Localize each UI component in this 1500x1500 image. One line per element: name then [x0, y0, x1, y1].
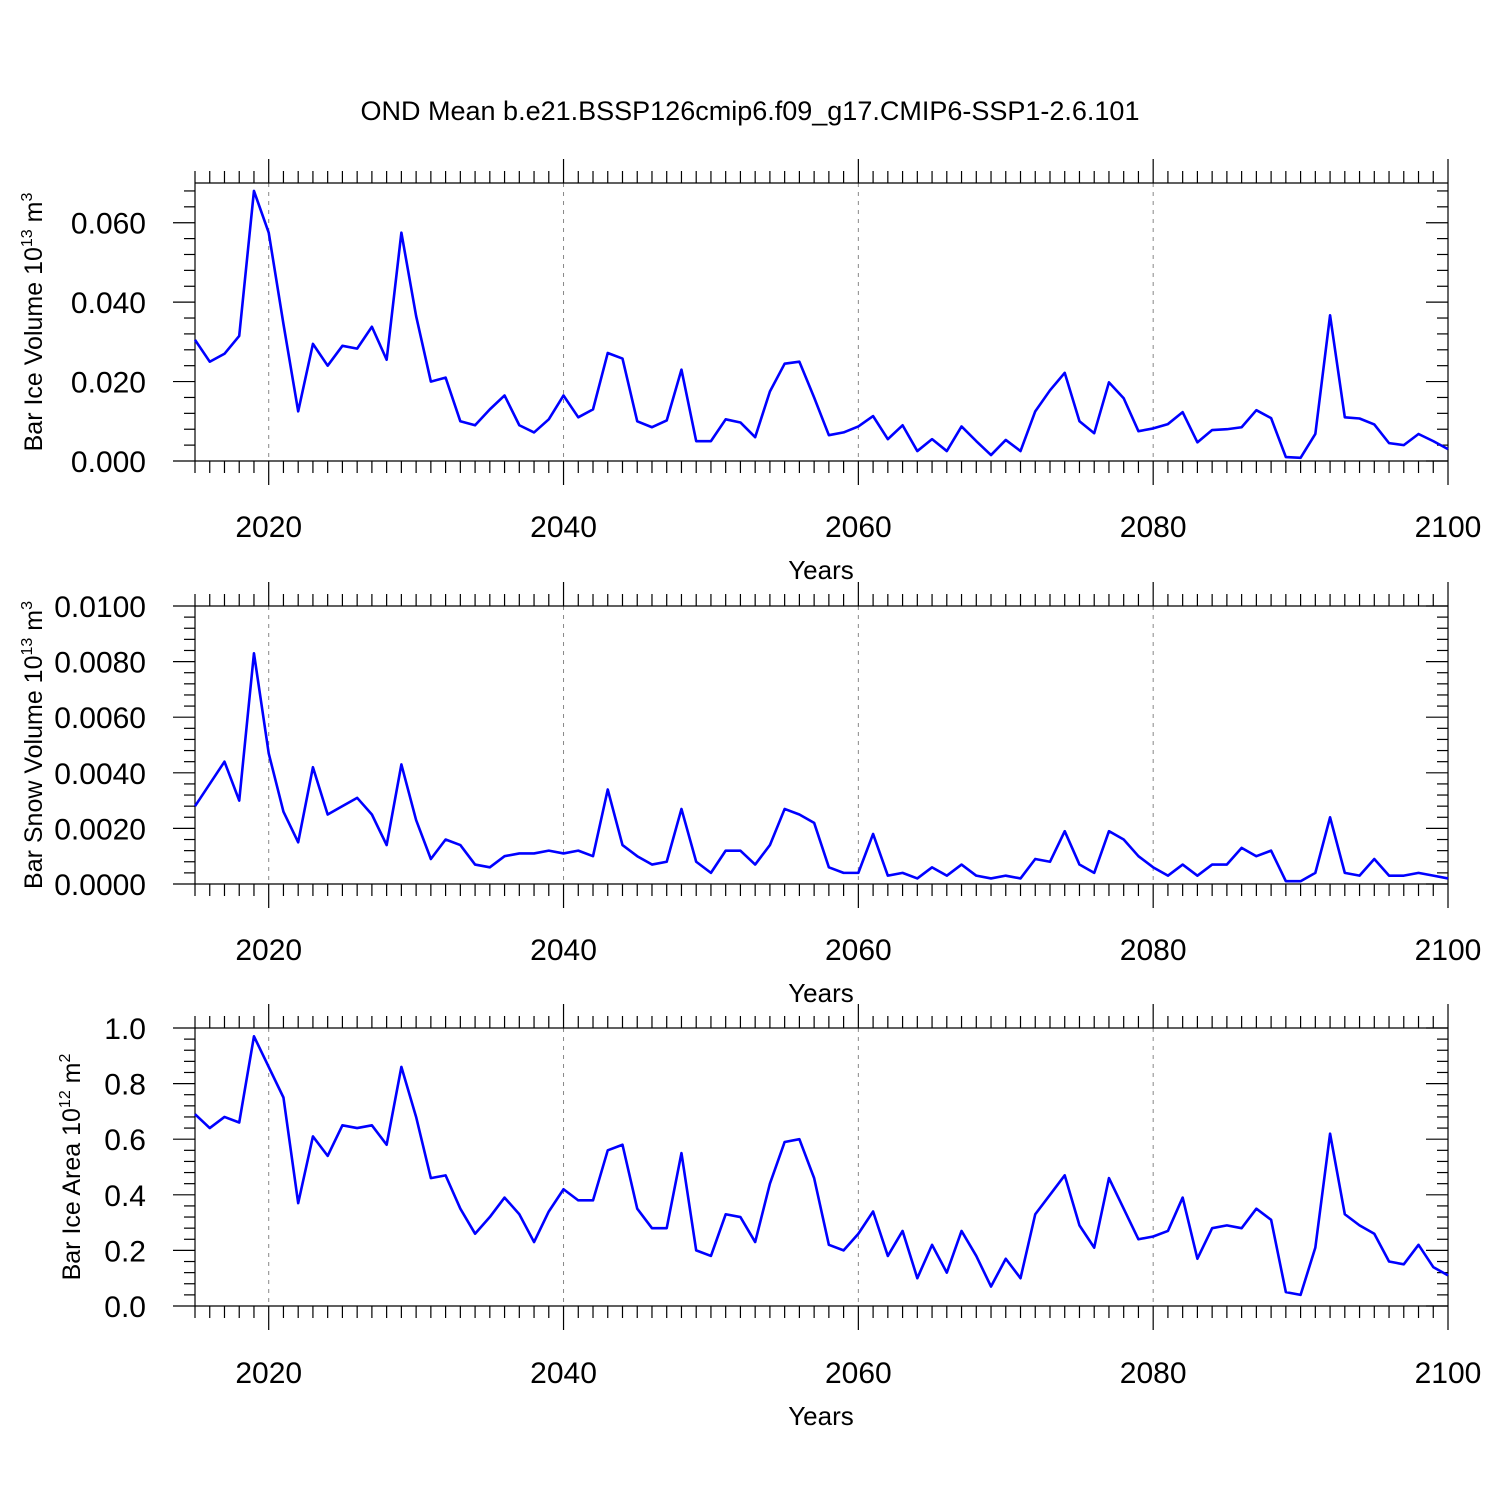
y-tick-label: 0.000: [71, 446, 146, 479]
x-tick-label: 2020: [235, 934, 302, 967]
y-tick-label: 0.0000: [54, 869, 146, 902]
y-tick-label: 0.0080: [54, 647, 146, 680]
y-axis-label-unit: m: [20, 202, 48, 230]
panel-ice-volume: 2020 2040 2060 2080 2100 Years 0.000 0.020 0.040…: [19, 159, 1481, 585]
x-tick-label: 2080: [1120, 1357, 1187, 1390]
panel-ice-area: 2020 2040 2060 2080 2100 Years 0.0 0.2 0.4 0.6 0.8…: [57, 1004, 1481, 1431]
y-axis-label-text: Bar Snow Volume 10: [20, 656, 48, 889]
y-axis-label-unit-exponent: 3: [19, 601, 36, 610]
y-tick-label: 0.0060: [54, 702, 146, 735]
x-tick-label: 2020: [235, 1357, 302, 1390]
y-axis-label-unit-exponent: 2: [57, 1054, 74, 1063]
x-tick-label: 2060: [825, 934, 892, 967]
y-tick-label: 0.0: [104, 1291, 146, 1324]
y-tick-label: 0.060: [71, 208, 146, 241]
y-tick-label: 1.0: [104, 1013, 146, 1046]
x-tick-label: 2020: [235, 511, 302, 544]
panel-snow-volume: 2020 2040 2060 2080 2100 Years 0.0000 0.0020 0.0…: [19, 582, 1481, 1008]
series-line: [193, 651, 1449, 883]
y-tick-label: 0.2: [104, 1235, 146, 1268]
x-tick-label: 2060: [825, 511, 892, 544]
x-tick-label: 2040: [530, 934, 597, 967]
x-tick-label: 2040: [530, 1357, 597, 1390]
y-axis-label-text: Bar Ice Volume 10: [20, 247, 48, 451]
x-axis-label: Years: [788, 978, 854, 1008]
y-axis-label-exponent: 13: [19, 229, 36, 247]
y-tick-label: 0.0100: [54, 591, 146, 624]
x-tick-label: 2080: [1120, 511, 1187, 544]
y-axis-label-unit-exponent: 3: [19, 193, 36, 202]
x-tick-label: 2040: [530, 511, 597, 544]
y-tick-label: 0.8: [104, 1069, 146, 1102]
y-axis-label-exponent: 12: [57, 1090, 74, 1108]
x-tick-label: 2080: [1120, 934, 1187, 967]
y-tick-label: 0.0020: [54, 813, 146, 846]
y-tick-label: 0.0040: [54, 758, 146, 791]
x-tick-label: 2100: [1415, 511, 1482, 544]
y-axis-label-text: Bar Ice Area 10: [58, 1108, 86, 1280]
series-line: [193, 189, 1449, 460]
x-tick-label: 2060: [825, 1357, 892, 1390]
y-tick-label: 0.020: [71, 367, 146, 400]
y-axis-label: Bar Snow Volume 1013 m3: [19, 601, 48, 889]
y-axis-label-exponent: 13: [19, 638, 36, 656]
y-tick-label: 0.6: [104, 1124, 146, 1157]
y-tick-label: 0.040: [71, 287, 146, 320]
x-axis-label: Years: [788, 555, 854, 585]
series-line: [194, 1035, 1449, 1297]
x-axis-label: Years: [788, 1401, 854, 1431]
x-tick-label: 2100: [1415, 934, 1482, 967]
x-tick-label: 2100: [1415, 1357, 1482, 1390]
figure-title: OND Mean b.e21.BSSP126cmip6.f09_g17.CMIP…: [361, 96, 1140, 126]
y-axis-label-unit: m: [20, 610, 48, 638]
y-axis-label: Bar Ice Area 1012 m2: [57, 1054, 86, 1281]
y-axis-label: Bar Ice Volume 1013 m3: [19, 193, 48, 452]
y-tick-label: 0.4: [104, 1180, 146, 1213]
y-axis-label-unit: m: [58, 1063, 86, 1091]
